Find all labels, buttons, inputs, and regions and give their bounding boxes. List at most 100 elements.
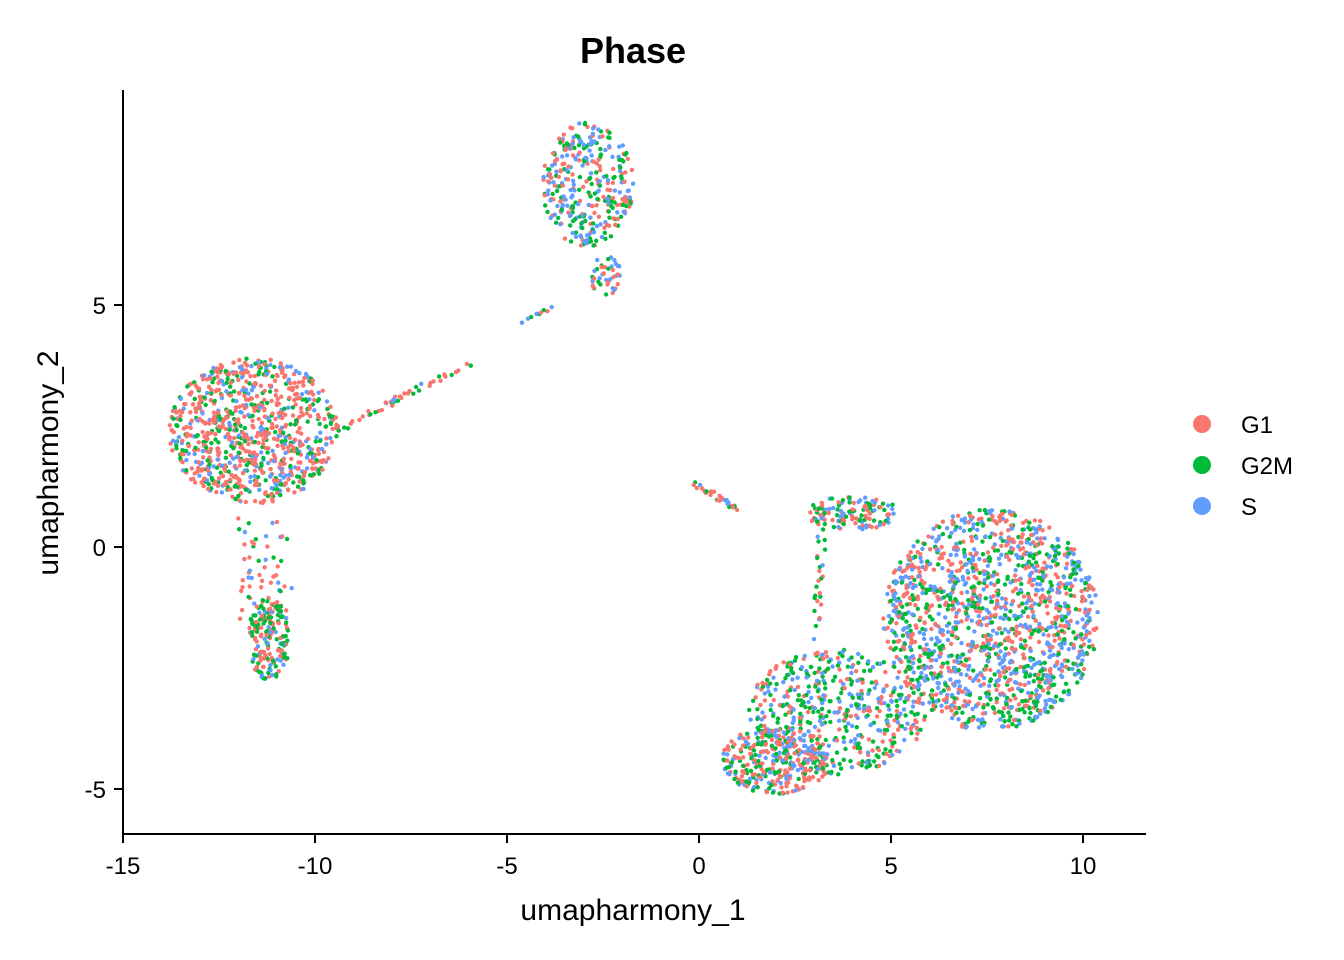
point-g2m — [316, 397, 322, 402]
point-g1 — [1082, 597, 1087, 602]
point-g2m — [828, 719, 833, 725]
point-s — [920, 546, 925, 551]
point-g2m — [829, 496, 835, 501]
point-g2m — [236, 493, 241, 499]
point-g2m — [617, 157, 622, 162]
point-g1 — [237, 357, 242, 363]
point-g2m — [849, 655, 854, 660]
point-g1 — [228, 380, 234, 385]
point-s — [791, 715, 796, 720]
point-g2m — [576, 134, 581, 139]
point-s — [971, 522, 976, 527]
point-g2m — [1031, 628, 1037, 633]
point-s — [268, 473, 274, 478]
point-g2m — [733, 769, 738, 774]
point-s — [1009, 704, 1014, 710]
point-g1 — [549, 175, 554, 180]
point-g1 — [780, 790, 785, 795]
point-g2m — [254, 653, 259, 658]
point-g1 — [918, 552, 923, 557]
point-g2m — [271, 555, 276, 560]
point-g1 — [201, 483, 206, 489]
point-g1 — [291, 445, 296, 450]
point-s — [870, 665, 876, 670]
point-g1 — [1007, 557, 1012, 562]
point-g2m — [859, 513, 864, 518]
point-s — [263, 534, 269, 539]
point-g1 — [300, 412, 305, 418]
point-g1 — [977, 609, 983, 614]
point-g2m — [252, 439, 258, 445]
point-g2m — [988, 677, 994, 682]
point-g1 — [545, 309, 550, 314]
point-g2m — [598, 152, 604, 157]
point-g2m — [283, 438, 288, 443]
point-g1 — [274, 402, 280, 408]
point-s — [970, 678, 976, 683]
point-g2m — [253, 361, 258, 366]
point-s — [1047, 654, 1052, 660]
point-g2m — [268, 620, 273, 626]
point-s — [928, 584, 933, 589]
point-g1 — [1071, 547, 1077, 552]
point-g1 — [597, 164, 602, 169]
point-g1 — [556, 174, 561, 179]
point-s — [725, 501, 730, 506]
point-s — [856, 651, 861, 657]
point-g2m — [278, 609, 284, 614]
point-g1 — [274, 519, 280, 525]
point-g2m — [1055, 561, 1060, 567]
point-g1 — [602, 265, 608, 270]
point-g1 — [1028, 576, 1033, 582]
point-g1 — [997, 514, 1002, 520]
point-g1 — [950, 607, 955, 612]
point-g2m — [1071, 630, 1076, 635]
point-g2m — [735, 780, 741, 785]
point-g2m — [282, 406, 287, 411]
point-g1 — [932, 671, 937, 676]
point-g2m — [171, 416, 176, 421]
point-g2m — [977, 508, 982, 513]
point-g2m — [612, 174, 617, 180]
point-s — [586, 202, 591, 208]
point-g1 — [953, 634, 958, 640]
point-g2m — [894, 698, 899, 704]
point-g2m — [826, 659, 832, 664]
point-g1 — [1040, 626, 1045, 631]
point-g2m — [970, 565, 975, 571]
point-g1 — [292, 397, 297, 403]
point-g1 — [1028, 693, 1033, 699]
point-s — [953, 669, 958, 674]
point-g1 — [949, 669, 954, 674]
point-s — [831, 763, 837, 768]
point-g2m — [582, 120, 588, 126]
point-g1 — [550, 151, 556, 156]
point-g1 — [993, 612, 998, 617]
point-g2m — [745, 731, 750, 736]
point-g1 — [1048, 666, 1053, 672]
point-g1 — [193, 406, 198, 411]
point-s — [581, 142, 586, 147]
point-g2m — [1002, 582, 1008, 587]
point-g2m — [1002, 675, 1008, 680]
point-g1 — [275, 396, 280, 402]
point-g1 — [184, 424, 189, 430]
point-g2m — [783, 676, 788, 681]
point-s — [947, 579, 952, 584]
point-g2m — [595, 196, 600, 202]
point-g1 — [926, 534, 931, 539]
point-g1 — [960, 565, 965, 570]
point-g1 — [1041, 688, 1046, 693]
point-g1 — [240, 578, 245, 583]
point-g2m — [818, 714, 823, 719]
point-g2m — [1001, 713, 1006, 719]
point-g2m — [915, 606, 920, 611]
point-s — [561, 194, 566, 199]
point-g2m — [832, 674, 838, 679]
point-g2m — [972, 604, 977, 610]
point-g1 — [242, 360, 248, 365]
point-g1 — [596, 214, 602, 219]
point-s — [957, 684, 962, 689]
point-g1 — [1063, 664, 1069, 670]
